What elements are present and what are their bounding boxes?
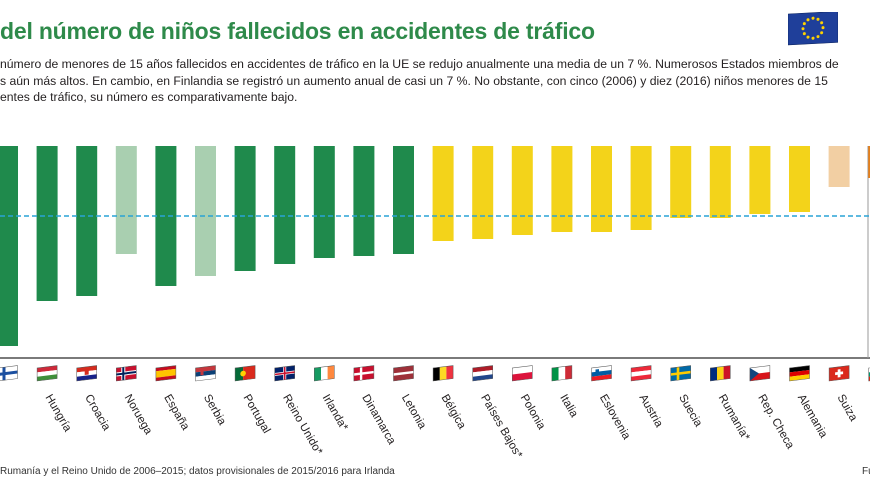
tick-label: Países Bajos* <box>478 393 524 457</box>
eu-star-icon <box>816 17 820 21</box>
bulgaria-flag-icon <box>868 365 870 382</box>
tick-label: Italia <box>557 393 580 421</box>
tick-label: Rumanía* <box>716 393 752 444</box>
bar-chart: Hungría Croacia Noruega España Serbia Portuga… <box>0 146 870 456</box>
footnote: Rumanía y el Reino Unido de 2006–2015; d… <box>0 466 395 477</box>
belgium-flag-icon <box>432 365 454 382</box>
eu-star-icon <box>811 16 815 20</box>
bar <box>511 146 533 235</box>
description-line: s aún más altos. En cambio, en Finlandia… <box>0 73 828 88</box>
denmark-flag-icon <box>353 365 375 382</box>
source-label: Fu <box>862 466 870 477</box>
spain-flag-icon <box>155 365 177 382</box>
bar <box>670 146 692 218</box>
bar <box>432 146 454 241</box>
chart-description: número de menores de 15 años fallecidos … <box>0 56 868 106</box>
austria-flag-icon <box>630 365 652 382</box>
tick-label: Rep. Checa <box>755 393 796 452</box>
tick-label: Dinamarca <box>359 393 397 448</box>
bar <box>472 146 494 239</box>
bar <box>234 146 256 271</box>
bar <box>630 146 652 230</box>
italy-flag-icon <box>551 365 573 382</box>
tick-label: Hungría <box>43 393 74 435</box>
romania-flag-icon <box>710 365 731 382</box>
chart-title: del número de niños fallecidos en accide… <box>0 18 595 44</box>
ireland-flag-icon <box>314 365 335 382</box>
bar <box>551 146 573 232</box>
tick-label: Alemania <box>795 393 830 441</box>
tick-label: España <box>161 393 191 433</box>
poland-flag-icon <box>512 365 533 382</box>
tick-label: Noruega <box>122 393 155 438</box>
eu-star-icon <box>801 27 805 31</box>
eu-flag-icon <box>788 12 838 46</box>
netherlands-flag-icon <box>472 365 493 382</box>
slovenia-flag-icon <box>591 365 612 382</box>
latvia-flag-icon <box>393 365 414 382</box>
tick-label: Reino Unido* <box>280 393 325 457</box>
description-line: número de menores de 15 años fallecidos … <box>0 57 839 71</box>
bar <box>195 146 216 276</box>
eu-star-icon <box>806 35 810 39</box>
tick-label: Suecia <box>676 393 704 430</box>
eu-star-icon <box>820 31 824 35</box>
bar <box>353 146 375 256</box>
eu-star-icon <box>806 18 810 22</box>
finland-flag-icon <box>0 365 18 382</box>
switzerland-flag-icon <box>828 365 850 382</box>
bar <box>76 146 98 296</box>
uk-flag-icon <box>274 365 295 382</box>
tick-label: Croacia <box>82 393 113 434</box>
hungary-flag-icon <box>36 365 58 382</box>
bar <box>789 146 810 212</box>
bar <box>828 146 850 187</box>
bar <box>393 146 414 254</box>
eu-star-icon <box>816 35 820 39</box>
germany-flag-icon <box>789 365 810 382</box>
eu-star-icon <box>802 32 806 36</box>
bar <box>709 146 731 218</box>
tick-label: Serbia <box>201 393 228 428</box>
sweden-flag-icon <box>670 365 691 382</box>
bar <box>749 146 771 214</box>
tick-label: Bélgica <box>439 393 469 432</box>
tick-label: Irlanda* <box>320 393 350 434</box>
bar <box>313 146 335 258</box>
bar <box>868 146 870 178</box>
tick-label: Suiza <box>835 393 860 424</box>
tick-label: Austria <box>637 393 666 431</box>
tick-label: Letonia <box>399 393 429 432</box>
eu-star-icon <box>802 22 806 26</box>
eu-star-icon <box>820 21 824 25</box>
tick-label: Polonia <box>518 393 548 433</box>
norway-flag-icon <box>116 365 137 382</box>
eu-star-icon <box>821 26 825 30</box>
serbia-flag-icon <box>195 365 216 382</box>
bar <box>115 146 137 254</box>
bar <box>591 146 612 232</box>
tick-label: Portugal <box>241 393 273 436</box>
tick-label: Eslovenia <box>597 393 633 443</box>
bar <box>155 146 177 286</box>
bar <box>0 146 18 346</box>
description-line: entes de tráfico, su número es comparati… <box>0 90 298 104</box>
portugal-flag-icon <box>234 365 256 382</box>
bar <box>274 146 296 264</box>
eu-star-icon <box>811 36 815 40</box>
czechia-flag-icon <box>749 365 771 382</box>
bar <box>36 146 58 301</box>
croatia-flag-icon <box>76 365 97 382</box>
